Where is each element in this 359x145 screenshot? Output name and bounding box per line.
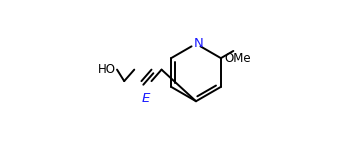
Text: E: E [142, 92, 150, 105]
Text: N: N [194, 37, 204, 50]
Text: OMe: OMe [224, 52, 251, 65]
Text: HO: HO [98, 63, 116, 76]
